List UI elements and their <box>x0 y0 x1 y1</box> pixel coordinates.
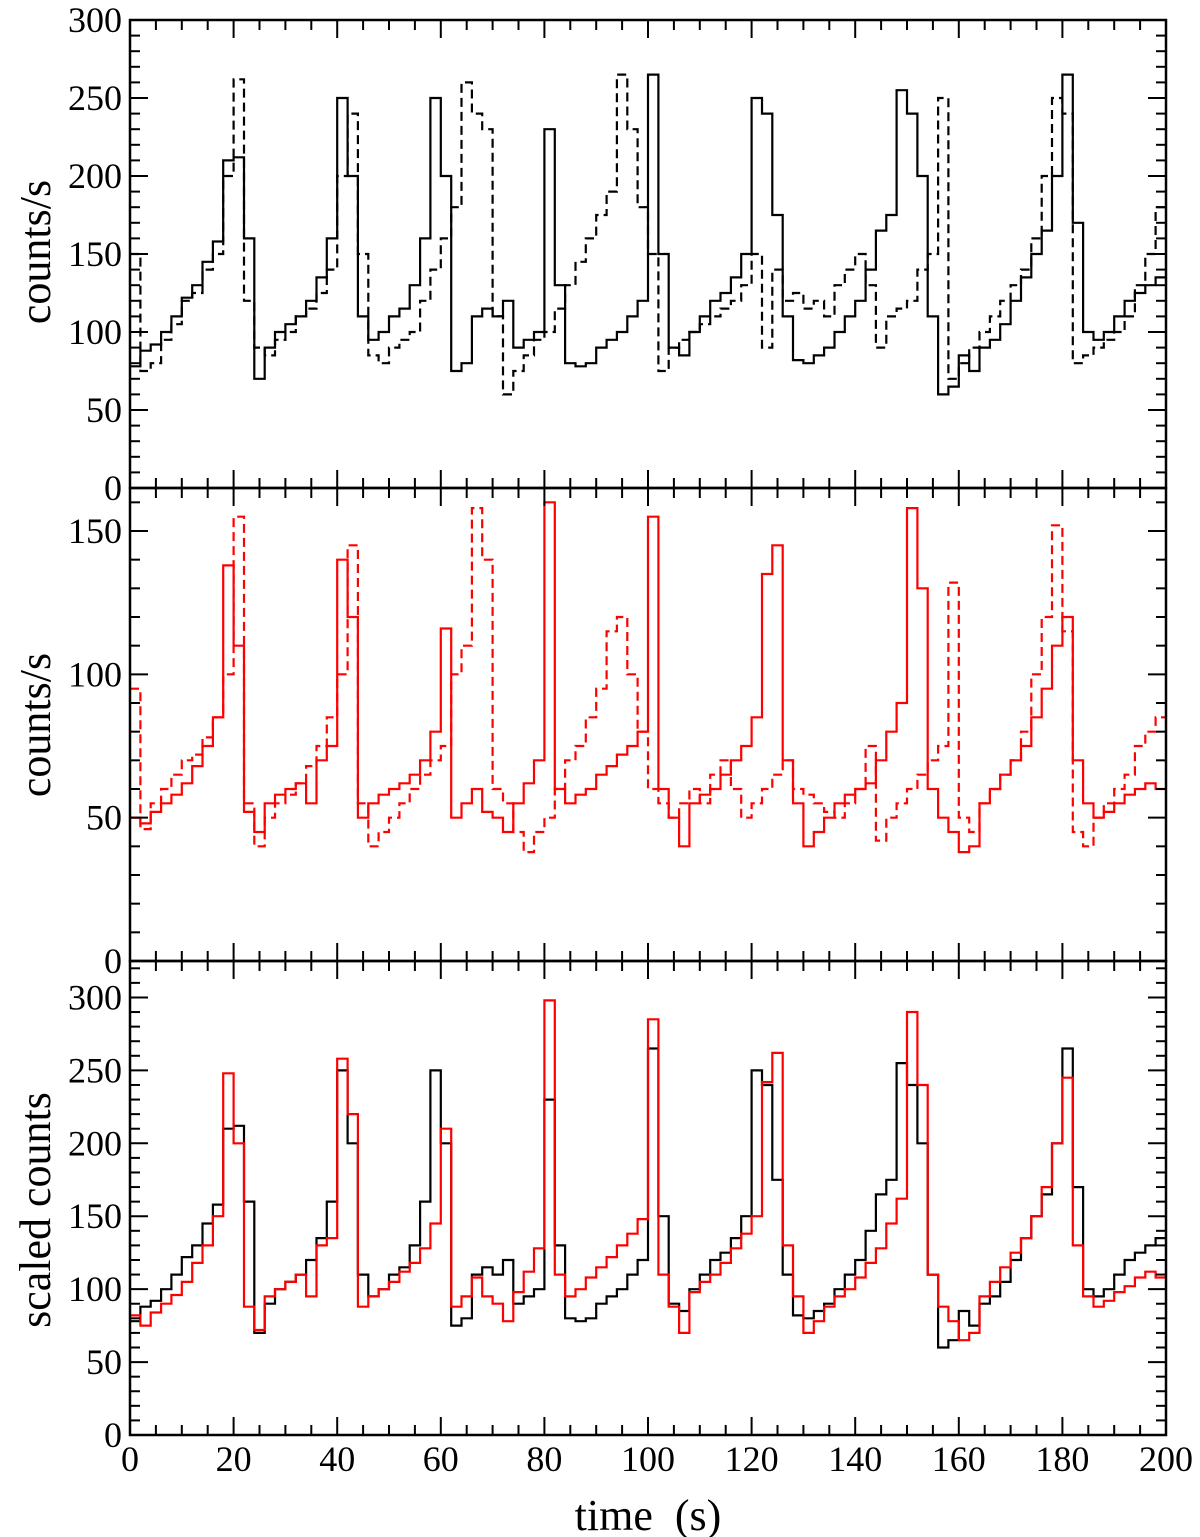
x-tick-label: 20 <box>216 1439 252 1479</box>
middle-y-axis-title: counts/s <box>11 653 60 797</box>
top-y-tick-label: 200 <box>68 156 122 196</box>
x-tick-label: 60 <box>423 1439 459 1479</box>
bottom-y-tick-label: 200 <box>68 1123 122 1163</box>
x-tick-label: 80 <box>526 1439 562 1479</box>
top-series-dashed-1 <box>130 73 1166 396</box>
x-tick-label: 40 <box>319 1439 355 1479</box>
x-tick-label: 0 <box>121 1439 139 1479</box>
middle-panel: 0 50 100 150 <box>68 486 1168 981</box>
x-tick-label: 140 <box>828 1439 882 1479</box>
top-panel: 0 50 100 150 200 250 300 <box>68 0 1168 508</box>
x-tick-label: 160 <box>932 1439 986 1479</box>
middle-y-tick-label: 100 <box>68 654 122 694</box>
x-tick-label: 120 <box>725 1439 779 1479</box>
bottom-panel: 0 50 100 150 200 250 300 0 20 40 60 80 100 120 140 160 1… <box>68 959 1193 1479</box>
bottom-y-tick-label: 50 <box>86 1342 122 1382</box>
bottom-y-tick-label: 250 <box>68 1050 122 1090</box>
top-y-tick-label: 0 <box>104 468 122 508</box>
top-y-tick-label: 300 <box>68 0 122 40</box>
top-y-axis-title: counts/s <box>11 180 60 324</box>
middle-series-dashed-1 <box>130 507 1166 854</box>
top-y-tick-label: 250 <box>68 78 122 118</box>
top-y-tick-label: 50 <box>86 390 122 430</box>
top-y-tick-label: 150 <box>68 234 122 274</box>
bottom-y-tick-label: 300 <box>68 977 122 1017</box>
bottom-y-tick-label: 100 <box>68 1269 122 1309</box>
bottom-y-tick-label: 0 <box>104 1415 122 1455</box>
x-tick-label: 100 <box>621 1439 675 1479</box>
middle-y-tick-label: 50 <box>86 798 122 838</box>
x-tick-label: 200 <box>1139 1439 1193 1479</box>
middle-y-tick-label: 0 <box>104 941 122 981</box>
top-y-tick-label: 100 <box>68 312 122 352</box>
bottom-y-tick-label: 150 <box>68 1196 122 1236</box>
x-axis-title: time (s) <box>575 1491 722 1537</box>
bottom-series-solid-1 <box>130 999 1166 1342</box>
bottom-y-axis-title: scaled counts <box>11 1092 60 1328</box>
x-tick-label: 180 <box>1035 1439 1089 1479</box>
middle-y-tick-label: 150 <box>68 511 122 551</box>
